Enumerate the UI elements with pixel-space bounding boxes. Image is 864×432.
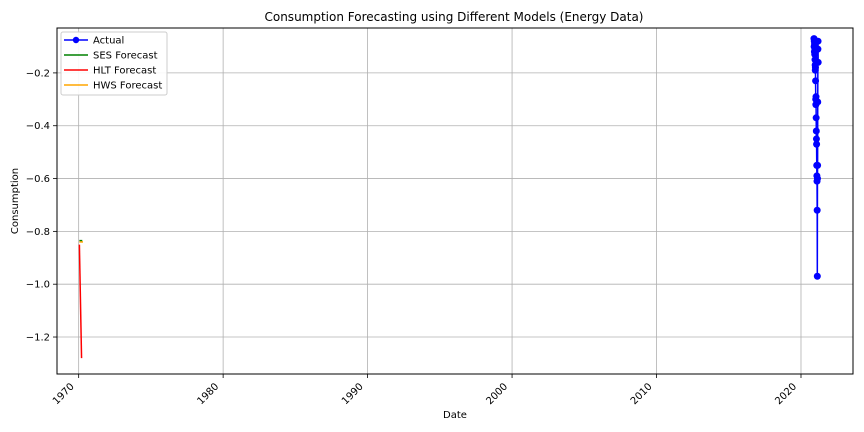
- data-point-actual: [812, 135, 820, 143]
- y-tick-label: −1.2: [26, 333, 50, 344]
- data-point-actual: [814, 58, 822, 66]
- x-tick-label: 1980: [195, 381, 221, 407]
- data-point-actual: [814, 37, 822, 45]
- data-point-actual: [812, 77, 820, 85]
- chart-title: Consumption Forecasting using Different …: [264, 10, 643, 24]
- legend-label: HLT Forecast: [93, 66, 156, 77]
- data-point-actual: [811, 64, 819, 72]
- data-point-actual: [814, 45, 822, 53]
- x-tick-label: 2010: [629, 381, 655, 407]
- data-point-actual: [813, 272, 821, 280]
- y-tick-label: −0.6: [26, 174, 50, 185]
- legend-box: [60, 31, 168, 96]
- data-point-actual: [811, 50, 819, 58]
- data-point-actual: [813, 140, 821, 148]
- data-point-actual: [812, 93, 820, 101]
- legend-marker: [72, 36, 80, 44]
- x-tick-label: 1990: [340, 381, 366, 407]
- legend-label: Actual: [93, 36, 124, 47]
- data-point-actual: [813, 175, 821, 183]
- y-tick-label: −1.0: [26, 280, 50, 291]
- plot-area: [78, 35, 822, 359]
- data-point-actual: [813, 206, 821, 214]
- data-point-actual: [812, 127, 820, 135]
- y-tick-label: −0.2: [26, 68, 50, 79]
- series-line-hlt-forecast: [78, 244, 83, 359]
- y-tick-label: −0.4: [26, 121, 50, 132]
- legend-label: SES Forecast: [93, 51, 158, 62]
- y-axis-label: Consumption: [10, 168, 21, 234]
- legend: Actual SES Forecast HLT Forecast HWS Foreca…: [60, 31, 168, 96]
- x-tick-label: 2000: [484, 381, 510, 407]
- x-axis-label: Date: [443, 410, 467, 421]
- grid: [57, 28, 853, 374]
- series-line-actual: [813, 38, 819, 277]
- y-tick-label: −0.8: [26, 227, 50, 238]
- data-point-actual: [814, 98, 822, 106]
- y-axis: −1.2 −1.0 −0.8 −0.6 −0.4 −0.2: [26, 68, 57, 344]
- plot-frame: [56, 27, 854, 375]
- x-tick-label: 1970: [51, 381, 77, 407]
- x-tick-label: 2020: [773, 381, 799, 407]
- legend-label: HWS Forecast: [93, 81, 162, 92]
- data-point-actual: [812, 114, 820, 122]
- x-axis: 1970 1980 1990 2000 2010 2020: [51, 374, 802, 407]
- data-point-actual: [814, 161, 822, 169]
